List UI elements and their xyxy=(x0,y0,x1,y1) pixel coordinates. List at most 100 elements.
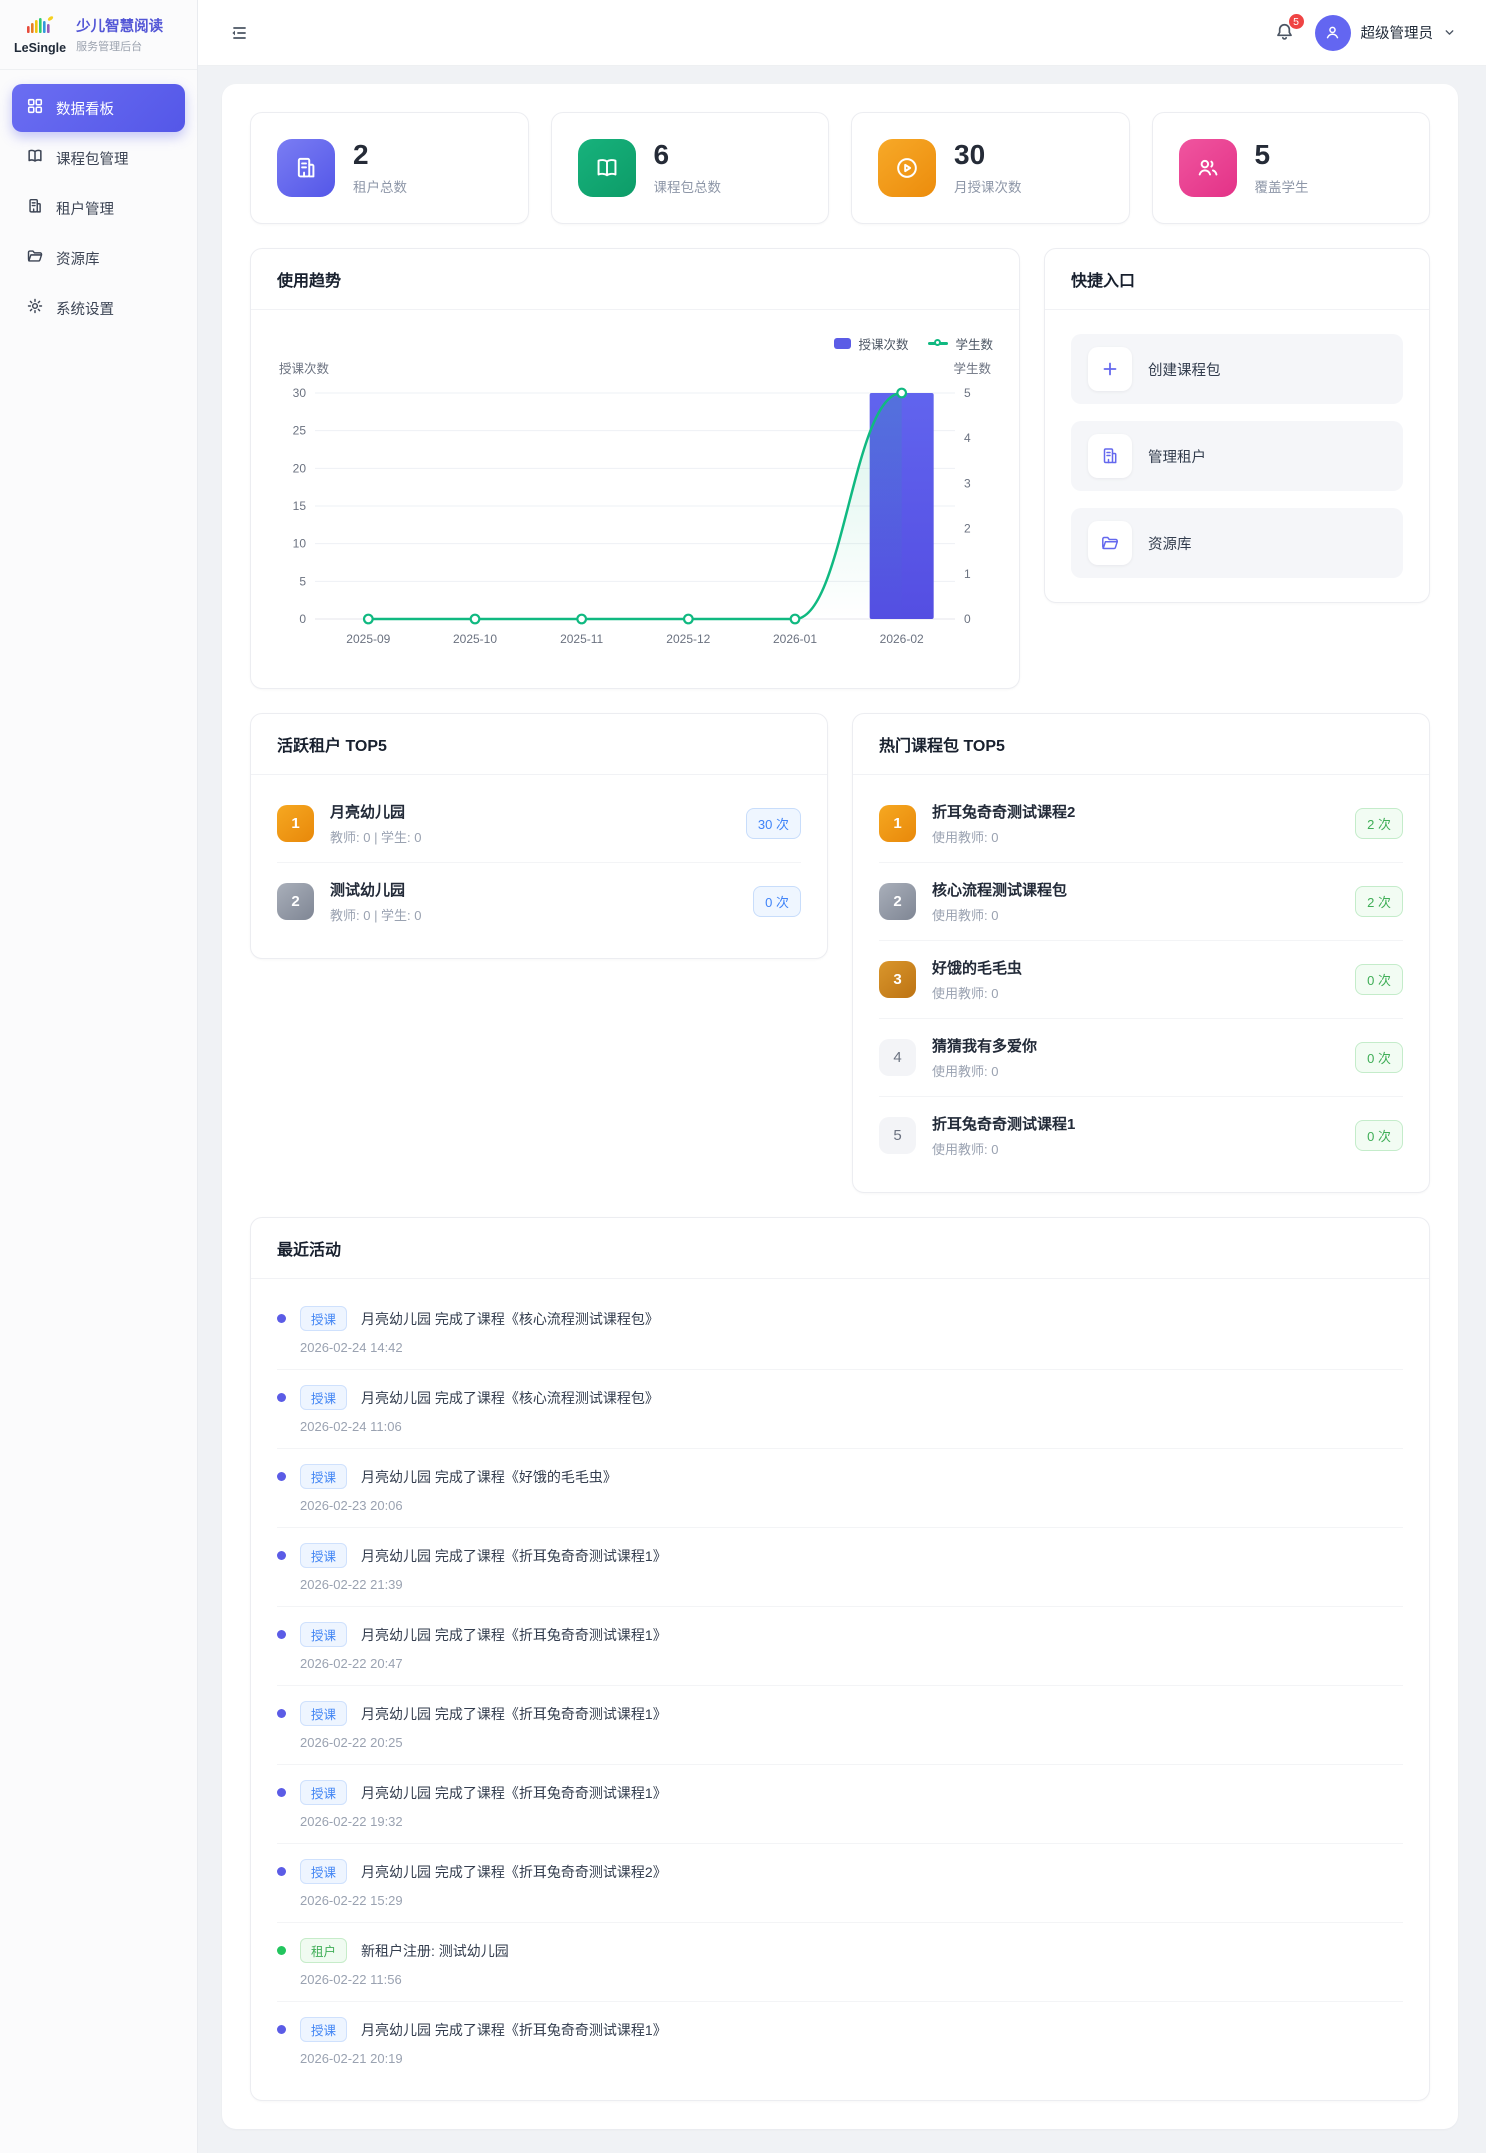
tenant-row: 1 月亮幼儿园 教师: 0 | 学生: 0 30 次 xyxy=(277,785,801,862)
trend-chart: 0 5 10 15 20 25 30 0 1 2 3 4 5 授课次数 学生数 2025-09 2025-10 2… xyxy=(277,357,993,664)
user-menu[interactable]: 超级管理员 xyxy=(1314,14,1457,51)
app-title: 少儿智慧阅读 xyxy=(76,19,164,35)
quick-links-card: 快捷入口 创建课程包 xyxy=(1044,248,1430,603)
svg-text:4: 4 xyxy=(964,431,971,445)
svg-text:30: 30 xyxy=(293,386,307,400)
svg-text:15: 15 xyxy=(293,499,307,513)
activity-tag: 授课 xyxy=(300,1780,348,1805)
activity-time: 2026-02-24 14:42 xyxy=(300,1340,403,1355)
quick-link-label: 资源库 xyxy=(1148,536,1192,553)
activity-item: 租户 新租户注册: 测试幼儿园 2026-02-22 11:56 xyxy=(277,1922,1403,2001)
svg-text:2025-10: 2025-10 xyxy=(453,632,497,646)
building-icon xyxy=(1088,434,1132,478)
activity-tag: 授课 xyxy=(300,2017,348,2042)
activity-tag: 授课 xyxy=(300,1543,348,1568)
notification-bell-icon[interactable]: 5 xyxy=(1274,13,1305,43)
sidebar-item-dashboard[interactable]: 数据看板 xyxy=(12,84,185,132)
notification-badge: 5 xyxy=(1287,13,1305,30)
logo-text: LeSingle xyxy=(14,40,67,55)
activity-item: 授课 月亮幼儿园 完成了课程《折耳兔奇奇测试课程1》 2026-02-21 20… xyxy=(277,2001,1403,2080)
quick-link-label: 管理租户 xyxy=(1148,449,1206,466)
svg-text:0: 0 xyxy=(299,612,306,626)
usage-count-badge: 0 次 xyxy=(1355,1120,1403,1151)
svg-text:5: 5 xyxy=(964,386,971,400)
tenant-sub: 教师: 0 | 学生: 0 xyxy=(330,908,422,923)
play-circle-icon xyxy=(878,139,936,197)
svg-text:2026-01: 2026-01 xyxy=(773,632,817,646)
plus-icon xyxy=(1088,347,1132,391)
sidebar-item-label: 课程包管理 xyxy=(56,151,129,168)
course-row: 2 核心流程测试课程包 使用教师: 0 2 次 xyxy=(879,862,1403,940)
activity-dot xyxy=(277,1551,286,1560)
stat-value: 2 xyxy=(353,139,369,171)
quick-link-create-course[interactable]: 创建课程包 xyxy=(1071,334,1403,404)
activity-item: 授课 月亮幼儿园 完成了课程《折耳兔奇奇测试课程1》 2026-02-22 21… xyxy=(277,1527,1403,1606)
tenant-name: 测试幼儿园 xyxy=(330,882,406,899)
rank-badge: 1 xyxy=(879,805,916,842)
activity-item: 授课 月亮幼儿园 完成了课程《折耳兔奇奇测试课程1》 2026-02-22 20… xyxy=(277,1685,1403,1764)
activity-time: 2026-02-21 20:19 xyxy=(300,2051,403,2066)
activity-item: 授课 月亮幼儿园 完成了课程《核心流程测试课程包》 2026-02-24 14:… xyxy=(277,1291,1403,1369)
rank-badge: 4 xyxy=(879,1039,916,1076)
lesson-count-badge: 0 次 xyxy=(753,886,801,917)
sidebar: LeSingle 少儿智慧阅读 服务管理后台 数据看板 课程包管 xyxy=(0,0,198,2153)
tenant-sub: 教师: 0 | 学生: 0 xyxy=(330,830,422,845)
course-row: 1 折耳兔奇奇测试课程2 使用教师: 0 2 次 xyxy=(879,785,1403,862)
sidebar-item-settings[interactable]: 系统设置 xyxy=(12,284,185,332)
stat-card-course-packages: 6 课程包总数 xyxy=(550,112,829,224)
building-icon xyxy=(26,197,44,219)
svg-text:10: 10 xyxy=(293,537,307,551)
svg-text:25: 25 xyxy=(293,424,307,438)
activity-tag: 授课 xyxy=(300,1622,348,1647)
course-name: 核心流程测试课程包 xyxy=(932,882,1068,899)
quick-link-resources[interactable]: 资源库 xyxy=(1071,508,1403,578)
activity-tag: 授课 xyxy=(300,1306,348,1331)
svg-text:2: 2 xyxy=(964,522,971,536)
active-tenants-card: 活跃租户 TOP5 1 月亮幼儿园 教师: 0 | 学生: 0 30 次 xyxy=(250,713,828,959)
stat-value: 30 xyxy=(954,139,986,171)
card-title: 最近活动 xyxy=(277,1242,342,1259)
folder-icon xyxy=(1088,521,1132,565)
activity-item: 授课 月亮幼儿园 完成了课程《折耳兔奇奇测试课程1》 2026-02-22 19… xyxy=(277,1764,1403,1843)
activity-time: 2026-02-22 20:47 xyxy=(300,1656,403,1671)
legend-item-lessons[interactable]: 授课次数 xyxy=(834,334,908,353)
rank-badge: 3 xyxy=(879,961,916,998)
logo-area: LeSingle 少儿智慧阅读 服务管理后台 xyxy=(0,0,197,70)
activity-time: 2026-02-22 15:29 xyxy=(300,1893,403,1908)
svg-text:授课次数: 授课次数 xyxy=(279,361,330,376)
usage-count-badge: 2 次 xyxy=(1355,886,1403,917)
activity-dot xyxy=(277,1630,286,1639)
sidebar-item-label: 租户管理 xyxy=(56,201,114,218)
svg-text:3: 3 xyxy=(964,476,971,490)
lesson-count-badge: 30 次 xyxy=(745,808,801,839)
quick-link-manage-tenants[interactable]: 管理租户 xyxy=(1071,421,1403,491)
activity-item: 授课 月亮幼儿园 完成了课程《核心流程测试课程包》 2026-02-24 11:… xyxy=(277,1369,1403,1448)
course-name: 好饿的毛毛虫 xyxy=(932,960,1023,977)
sidebar-item-label: 系统设置 xyxy=(56,301,114,318)
sidebar-item-resources[interactable]: 资源库 xyxy=(12,234,185,282)
rank-badge: 5 xyxy=(879,1117,916,1154)
legend-label: 授课次数 xyxy=(858,338,909,352)
activity-text: 新租户注册: 测试幼儿园 xyxy=(361,1942,509,1959)
rank-badge: 2 xyxy=(879,883,916,920)
sidebar-item-course-packages[interactable]: 课程包管理 xyxy=(12,134,185,182)
activity-dot xyxy=(277,1788,286,1797)
activity-time: 2026-02-24 11:06 xyxy=(300,1419,402,1434)
usage-count-badge: 0 次 xyxy=(1355,964,1403,995)
usage-count-badge: 2 次 xyxy=(1355,808,1403,839)
stat-value: 6 xyxy=(653,139,670,171)
activity-tag: 授课 xyxy=(300,1859,348,1884)
course-list: 1 折耳兔奇奇测试课程2 使用教师: 0 2 次 2 xyxy=(853,775,1429,1192)
activity-text: 月亮幼儿园 完成了课程《折耳兔奇奇测试课程1》 xyxy=(361,1705,667,1722)
svg-text:2025-12: 2025-12 xyxy=(666,632,710,646)
sidebar-item-label: 数据看板 xyxy=(56,101,114,118)
chevron-down-icon xyxy=(1443,26,1456,39)
tenant-row: 2 测试幼儿园 教师: 0 | 学生: 0 0 次 xyxy=(277,862,801,940)
sidebar-collapse-icon[interactable] xyxy=(228,22,250,44)
tenant-list: 1 月亮幼儿园 教师: 0 | 学生: 0 30 次 2 xyxy=(251,775,827,958)
rank-badge: 2 xyxy=(277,883,314,920)
activity-item: 授课 月亮幼儿园 完成了课程《好饿的毛毛虫》 2026-02-23 20:06 xyxy=(277,1448,1403,1527)
sidebar-item-tenants[interactable]: 租户管理 xyxy=(12,184,185,232)
legend-item-students[interactable]: 学生数 xyxy=(928,334,993,353)
svg-text:学生数: 学生数 xyxy=(953,361,991,376)
